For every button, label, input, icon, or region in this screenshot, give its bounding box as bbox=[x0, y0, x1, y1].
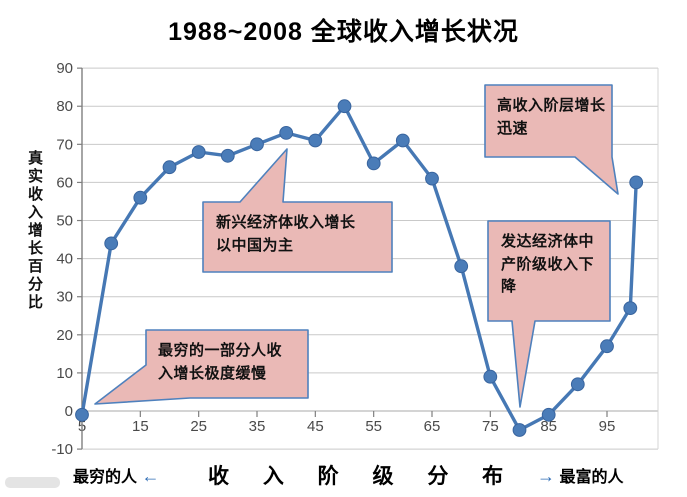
callout-text-poorest: 最穷的一部分人收入增长极度缓慢 bbox=[158, 342, 283, 382]
y-tick-label: 10 bbox=[56, 365, 73, 382]
x-tick-label: 35 bbox=[249, 418, 266, 435]
x-tick-label: 75 bbox=[482, 418, 499, 435]
x-tick-label: 25 bbox=[190, 418, 207, 435]
data-point bbox=[425, 171, 439, 186]
data-point bbox=[483, 369, 498, 384]
data-point bbox=[337, 99, 352, 114]
x-tick-label: 45 bbox=[307, 418, 324, 435]
callout-text-emerging: 新兴经济体收入增长以中国为主 bbox=[216, 214, 356, 254]
y-tick-label: 70 bbox=[56, 136, 73, 153]
data-point bbox=[308, 133, 323, 148]
data-point bbox=[541, 407, 556, 422]
x-tick-label: 15 bbox=[132, 418, 149, 435]
callout-shapes bbox=[94, 84, 619, 408]
data-point bbox=[133, 190, 148, 205]
x-tick-label: 85 bbox=[540, 418, 557, 435]
y-tick-label: 50 bbox=[56, 213, 73, 230]
data-point bbox=[162, 160, 177, 175]
y-tick-label: -10 bbox=[51, 441, 73, 458]
data-point bbox=[570, 377, 585, 392]
x-tick-label: 95 bbox=[599, 418, 616, 435]
data-point bbox=[279, 125, 294, 140]
data-point bbox=[366, 156, 381, 171]
callout-shape-poorest bbox=[94, 329, 309, 405]
y-tick-label: 30 bbox=[56, 289, 73, 306]
data-point bbox=[600, 339, 614, 354]
callout-shape-emerging bbox=[202, 148, 393, 273]
y-axis-title: 真实收入增长百分比 bbox=[26, 150, 43, 312]
data-point bbox=[395, 133, 410, 148]
data-point bbox=[512, 423, 527, 437]
footer-poorest-text: 最穷的人 bbox=[73, 469, 138, 486]
footer-richest-label: → 最富的人 bbox=[537, 463, 623, 487]
data-point bbox=[629, 175, 644, 190]
watermark-blob bbox=[5, 477, 60, 488]
y-tick-label: 90 bbox=[56, 60, 73, 77]
x-tick-label: 55 bbox=[365, 418, 382, 435]
y-tick-label: 0 bbox=[65, 403, 73, 420]
callout-text-developed-middle: 发达经济体中产阶级收入下降 bbox=[501, 233, 595, 295]
x-axis-title: 收 入 阶 级 分 布 bbox=[208, 465, 518, 488]
y-tick-label: 80 bbox=[56, 98, 73, 115]
footer-poorest-label: 最穷的人 ← bbox=[73, 463, 159, 487]
chart-title: 1988~2008 全球收入增长状况 bbox=[168, 18, 519, 46]
data-point bbox=[220, 148, 235, 163]
x-tick-label: 65 bbox=[424, 418, 441, 435]
data-point bbox=[454, 259, 469, 274]
y-axis-ticks: 90 80 70 60 50 40 30 20 10 0 -10 bbox=[51, 60, 82, 458]
data-point bbox=[75, 407, 89, 422]
callout-text-high-income: 高收入阶层增长迅速 bbox=[497, 97, 606, 137]
data-point bbox=[104, 236, 119, 251]
callout-shape-high-income bbox=[484, 84, 619, 195]
data-point bbox=[623, 301, 638, 316]
y-tick-label: 20 bbox=[56, 327, 73, 344]
data-point bbox=[191, 145, 206, 159]
footer-richest-text: 最富的人 bbox=[559, 469, 624, 486]
income-growth-series bbox=[75, 99, 644, 437]
data-point bbox=[250, 137, 264, 152]
left-arrow-icon: ← bbox=[141, 466, 160, 486]
y-tick-label: 60 bbox=[56, 174, 73, 191]
right-arrow-icon: → bbox=[537, 466, 555, 486]
callout-shape-developed-middle bbox=[487, 220, 611, 408]
y-tick-label: 40 bbox=[56, 251, 73, 268]
